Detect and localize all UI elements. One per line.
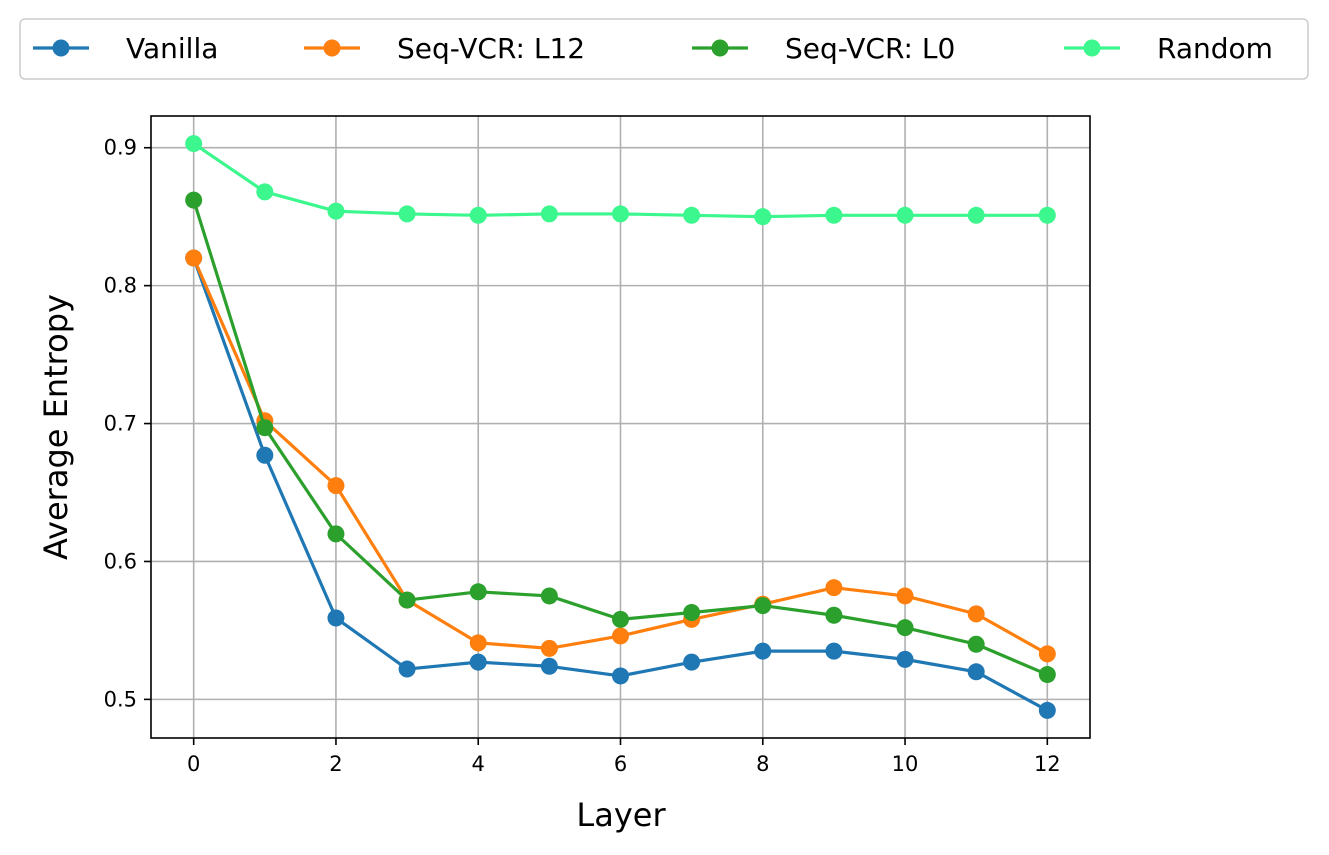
legend-marker [323,39,341,57]
x-tick-label: 8 [756,752,769,776]
data-point-vanilla [540,657,558,675]
data-point-seq-vcr-l12 [967,605,985,623]
y-tick-label: 0.5 [104,687,137,711]
y-tick-label: 0.9 [104,136,137,160]
y-tick-label: 0.8 [104,274,137,298]
data-point-seq-vcr-l0 [1038,666,1056,684]
data-point-seq-vcr-l0 [754,597,772,615]
data-point-seq-vcr-l0 [612,610,629,628]
x-tick-label: 10 [892,752,919,776]
data-point-vanilla [754,642,772,660]
legend-label: Seq-VCR: L0 [785,32,955,65]
data-point-random [398,205,416,223]
legend-frame [19,18,1309,80]
series-layer [185,135,1056,719]
data-point-vanilla [398,660,416,678]
x-tick-label: 6 [614,752,627,776]
data-point-seq-vcr-l0 [896,619,914,637]
data-point-random [540,205,558,223]
data-point-vanilla [256,446,274,464]
y-tick-label: 0.6 [104,549,137,573]
data-point-seq-vcr-l12 [612,627,629,645]
legend-marker [52,39,70,57]
legend-marker [1083,39,1101,57]
data-point-seq-vcr-l0 [540,587,558,605]
x-tick-label: 0 [187,752,200,776]
x-tick-label: 2 [329,752,342,776]
legend-marker [711,39,729,57]
data-point-vanilla [683,653,701,671]
data-point-seq-vcr-l12 [540,639,558,657]
data-point-random [896,206,914,224]
y-axis: 0.5 0.6 0.7 0.8 0.9 [104,136,151,711]
data-point-random [754,208,772,226]
x-axis-title: Layer [576,796,666,834]
data-point-random [967,206,985,224]
data-point-vanilla [469,653,487,671]
data-point-seq-vcr-l0 [967,635,985,653]
data-point-vanilla [967,663,985,681]
legend: Vanilla Seq-VCR: L12 Seq-VCR: L0 Random [19,18,1309,80]
data-point-seq-vcr-l0 [256,419,274,437]
series-random [185,135,1056,226]
data-point-seq-vcr-l0 [469,583,487,601]
data-point-seq-vcr-l12 [327,477,345,495]
series-seq-vcr-l0 [185,191,1056,684]
data-point-seq-vcr-l12 [825,579,843,597]
data-point-random [1038,206,1056,224]
data-point-vanilla [1038,701,1056,719]
data-point-seq-vcr-l0 [825,606,843,624]
data-point-vanilla [612,667,629,685]
data-point-vanilla [327,609,345,627]
legend-item-random: Random [1064,32,1273,65]
data-point-seq-vcr-l12 [185,249,203,267]
legend-label: Seq-VCR: L12 [397,32,585,65]
data-point-random [612,205,629,223]
data-point-random [185,135,203,153]
data-point-random [683,206,701,224]
x-axis: 0 2 4 6 8 10 12 [187,738,1061,776]
data-point-seq-vcr-l0 [683,603,701,621]
data-point-vanilla [896,650,914,668]
legend-item-seq-vcr-l12: Seq-VCR: L12 [304,32,585,65]
data-point-seq-vcr-l12 [469,634,487,652]
data-point-seq-vcr-l0 [398,591,416,609]
data-point-seq-vcr-l12 [1038,645,1056,663]
data-point-random [256,183,274,201]
y-axis-title: Average Entropy [37,294,75,560]
data-point-random [469,206,487,224]
legend-label: Vanilla [126,32,218,65]
data-point-seq-vcr-l0 [327,525,345,543]
x-tick-label: 4 [472,752,485,776]
legend-label: Random [1157,32,1273,65]
data-point-random [825,206,843,224]
y-tick-label: 0.7 [104,412,137,436]
data-point-random [327,202,345,220]
data-point-vanilla [825,642,843,660]
x-tick-label: 12 [1034,752,1061,776]
legend-item-vanilla: Vanilla [33,32,218,65]
data-point-seq-vcr-l0 [185,191,203,209]
legend-item-seq-vcr-l0: Seq-VCR: L0 [692,32,955,65]
data-point-seq-vcr-l12 [896,587,914,605]
